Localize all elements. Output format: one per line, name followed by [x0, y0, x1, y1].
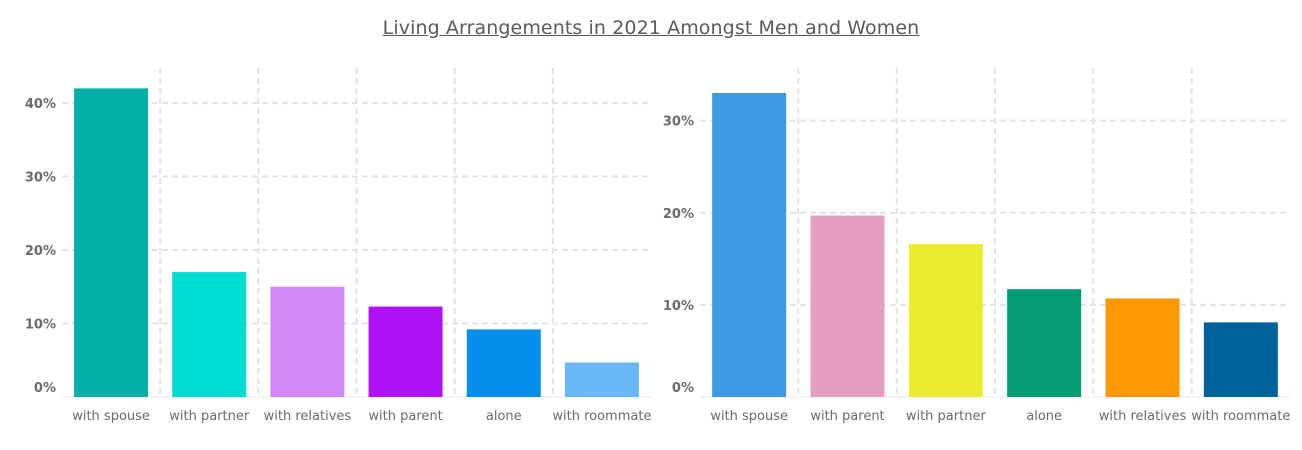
y-tick-label: 30% [663, 115, 694, 130]
bar[interactable] [466, 329, 541, 397]
y-tick-label: 10% [663, 299, 694, 314]
bar[interactable] [1007, 289, 1082, 397]
bar[interactable] [74, 88, 149, 397]
y-tick-label: 0% [672, 381, 694, 396]
bar[interactable] [564, 362, 639, 397]
x-category-label: alone [486, 409, 522, 424]
y-tick-label: 0% [34, 381, 56, 396]
x-category-label: with roommate [1191, 409, 1290, 424]
bar[interactable] [810, 215, 885, 397]
chart-panel-2: 0% 10% 20% 30% with spouse with parent with pa… [663, 68, 1290, 424]
x-category-label: with relatives [1099, 409, 1187, 424]
y-tick-label: 20% [663, 207, 694, 222]
x-category-label: with spouse [710, 409, 788, 424]
x-category-label: with partner [169, 409, 250, 424]
y-tick-label: 30% [25, 171, 56, 186]
chart-title: Living Arrangements in 2021 Amongst Men … [382, 17, 920, 39]
bar[interactable] [1105, 298, 1180, 397]
x-category-label: with parent [368, 409, 442, 424]
chart-panel-1: 0% 10% 20% 30% 40% with spouse with partner wit… [25, 68, 651, 424]
bar[interactable] [712, 93, 787, 397]
x-category-label: with parent [810, 409, 884, 424]
bar[interactable] [908, 244, 983, 397]
x-category-label: with partner [906, 409, 987, 424]
x-category-label: alone [1026, 409, 1062, 424]
y-tick-label: 10% [25, 318, 56, 333]
y-tick-label: 40% [25, 97, 56, 112]
x-category-label: with roommate [552, 409, 651, 424]
bar[interactable] [172, 272, 247, 397]
bar[interactable] [270, 286, 345, 397]
y-tick-label: 20% [25, 244, 56, 259]
x-category-label: with relatives [264, 409, 352, 424]
bar[interactable] [1203, 322, 1278, 397]
x-category-label: with spouse [72, 409, 150, 424]
bar[interactable] [368, 306, 443, 397]
